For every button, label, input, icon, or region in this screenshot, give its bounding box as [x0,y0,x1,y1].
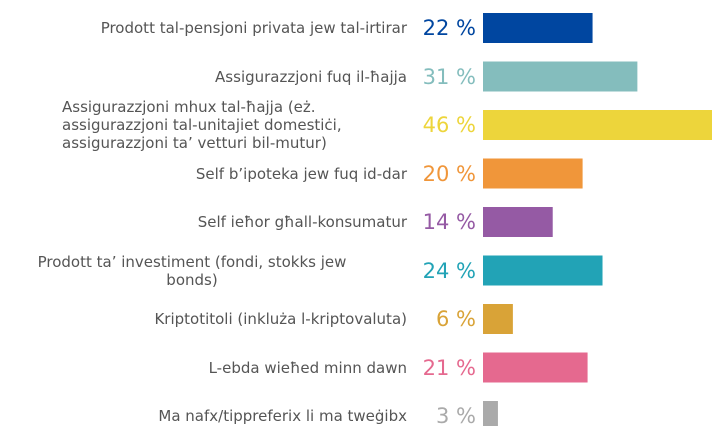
category-label: Ma nafx/tippreferix li ma tweġibx [158,407,407,425]
category-label: Prodott tal-pensjoni privata jew tal-irt… [100,19,407,37]
category-label: Self ieħor għall-konsumatur [197,213,407,231]
bar [483,110,712,140]
bar [483,352,588,383]
bar [483,255,603,286]
value-label: 21 % [422,355,476,380]
category-label: Prodott ta’ investiment (fondi, stokks j… [37,252,347,289]
value-label: 14 % [422,210,476,234]
bar [483,401,498,426]
value-label: 20 % [422,161,476,186]
category-label: Assigurazzjoni mhux tal-ħajja (eż. assig… [62,98,342,152]
bar [483,13,593,43]
bar [483,207,553,237]
value-label: 24 % [422,258,476,283]
bar [483,304,513,334]
value-label: 46 % [422,113,476,137]
value-label: 22 % [422,16,476,40]
value-label: 3 % [436,404,476,426]
value-label: 6 % [436,307,476,331]
bar [483,61,638,92]
category-label: Self b’ipoteka jew fuq id-dar [195,164,407,183]
value-label: 31 % [422,64,476,89]
category-label: Kriptotitoli (inkluża l-kriptovaluta) [154,310,407,328]
category-label: Assigurazzjoni fuq il-ħajja [215,67,407,86]
bar [483,158,583,189]
category-label: L-ebda wieħed minn dawn [208,358,407,377]
